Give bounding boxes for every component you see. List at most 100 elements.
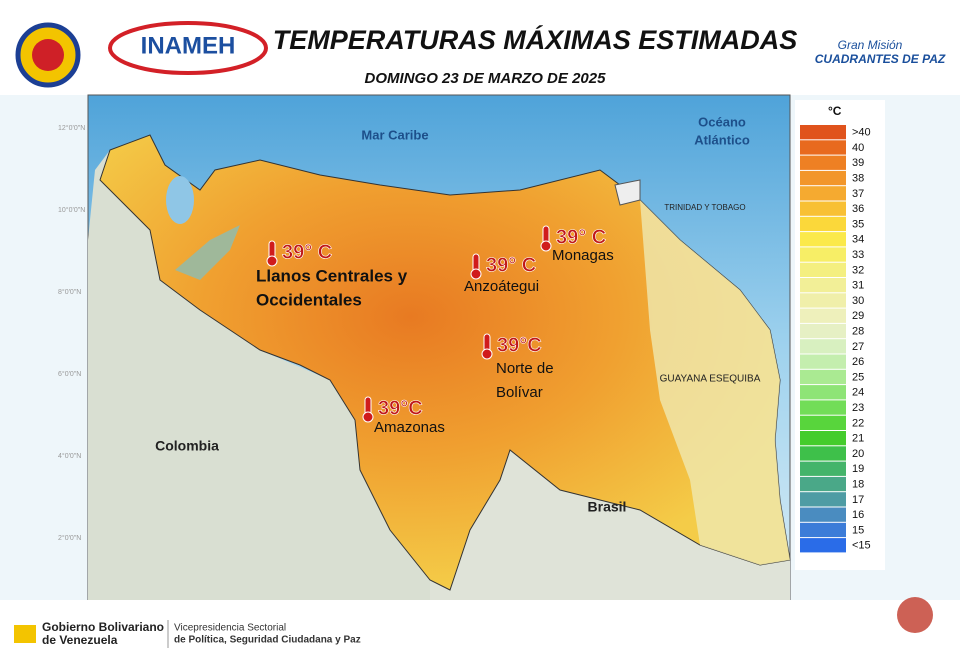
legend-swatch: [800, 262, 846, 277]
vice-line2: de Política, Seguridad Ciudadana y Paz: [174, 635, 361, 646]
latitude-label: 2°0'0"N: [58, 534, 81, 542]
legend-label: 28: [852, 325, 864, 337]
legend-label: 23: [852, 402, 864, 414]
legend-label: 34: [852, 234, 864, 246]
legend-swatch: [800, 170, 846, 186]
legend-label: 22: [852, 417, 864, 429]
latitude-label: 4°0'0"N: [58, 452, 81, 460]
legend-swatch: [800, 400, 846, 415]
thermometer-bulb: [470, 268, 482, 280]
legend-swatch: [800, 247, 846, 262]
legend-swatch: [800, 538, 846, 553]
legend-swatch: [800, 186, 846, 201]
region-temperature: 39° C: [556, 226, 606, 248]
legend-label: 39: [852, 157, 864, 169]
legend-swatch: [800, 155, 846, 170]
legend-label: 32: [852, 264, 864, 276]
latitude-label: 6°0'0"N: [58, 370, 81, 378]
lake-maracaibo: [166, 176, 194, 224]
place-labels: Mar Caribe Océano Atlántico Colombia Brasil G…: [155, 114, 761, 514]
legend-label: 16: [852, 509, 864, 521]
legend-swatch: [800, 308, 846, 323]
legend-swatch: [800, 232, 846, 247]
legend-label: 30: [852, 295, 864, 307]
legend-swatch: [800, 140, 846, 155]
legend: >40 40 39 38 37 36 35 34 33 32 31 30 29 28 27 26 25 24 23 2…: [800, 125, 871, 553]
legend-label: 37: [852, 188, 864, 200]
legend-label: 15: [852, 524, 864, 536]
region-name: Llanos Centrales y: [256, 266, 408, 285]
region-name: Norte de: [496, 360, 554, 377]
legend-swatch: [800, 446, 846, 461]
legend-label: 27: [852, 341, 864, 353]
legend-label: 31: [852, 280, 864, 292]
legend-swatch: [800, 476, 846, 492]
thermometer-bulb: [266, 255, 278, 267]
gov-line1: Gobierno Bolivariano: [42, 620, 164, 634]
legend-swatch: [800, 339, 846, 354]
brazil-land: [360, 450, 790, 600]
mission-name: CUADRANTES DE PAZ: [815, 52, 946, 66]
legend-label: 26: [852, 356, 864, 368]
latitude-label: 10°0'0"N: [58, 206, 85, 214]
anniversary-logo: [897, 597, 933, 633]
legend-swatch: [800, 216, 846, 232]
legend-label: 20: [852, 448, 864, 460]
place-label: Mar Caribe: [361, 127, 428, 142]
title: TEMPERATURAS MÁXIMAS ESTIMADAS: [273, 24, 798, 55]
legend-label: >40: [852, 127, 871, 139]
region-temperature: 39°C: [497, 334, 542, 356]
legend-swatch: [800, 323, 846, 339]
legend-swatch: [800, 278, 846, 293]
legend-label: 38: [852, 172, 864, 184]
thermometer-bulb: [481, 348, 493, 360]
legend-label: 17: [852, 494, 864, 506]
legend-label: 36: [852, 203, 864, 215]
place-label: TRINIDAD Y TOBAGO: [664, 203, 745, 212]
latitude-label: 8°0'0"N: [58, 288, 81, 296]
place-label: Atlántico: [694, 132, 750, 147]
legend-swatch: [800, 201, 846, 216]
legend-swatch: [800, 385, 846, 400]
legend-swatch: [800, 461, 846, 476]
trinidad: [614, 179, 641, 206]
region-temperature: 39° C: [282, 241, 332, 263]
place-label: Colombia: [155, 438, 219, 454]
legend-swatch: [800, 293, 846, 308]
latitude-labels: 12°0'0"N 10°0'0"N 8°0'0"N 6°0'0"N 4°0'0"N 2°0…: [58, 124, 85, 542]
legend-label: 29: [852, 310, 864, 322]
legend-label: 24: [852, 387, 864, 399]
region-name: Bolívar: [496, 384, 543, 401]
thermometer-bulb: [540, 240, 552, 252]
region-labels: 39° C Llanos Centrales y Occidentales 39° C…: [256, 225, 614, 436]
legend-label: 25: [852, 371, 864, 383]
legend-label: 33: [852, 249, 864, 261]
place-label: Océano: [698, 114, 746, 129]
legend-swatch: [800, 492, 846, 507]
region-name: Amazonas: [374, 419, 445, 436]
guayana-esequiba: [640, 200, 790, 565]
legend-swatch: [800, 431, 846, 446]
legend-label: <15: [852, 540, 871, 552]
andes: [175, 225, 240, 280]
thermometer-bulb: [362, 411, 374, 423]
colombia-land: [88, 135, 430, 600]
region-name: Anzoátegui: [464, 278, 539, 295]
legend-label: 18: [852, 478, 864, 490]
legend-swatch: [800, 507, 846, 522]
legend-unit: °C: [828, 104, 842, 118]
legend-label: 19: [852, 463, 864, 475]
flag-icon: [14, 625, 36, 643]
legend-swatch: [800, 354, 846, 369]
place-label: GUAYANA ESEQUIBA: [660, 374, 761, 385]
inameh-logo: [108, 21, 268, 75]
legend-swatch: [800, 522, 846, 538]
legend-swatch: [800, 369, 846, 385]
legend-swatch: [800, 125, 846, 140]
agency-name: INAMEH: [141, 32, 236, 59]
region-name: Occidentales: [256, 290, 362, 309]
place-label: Brasil: [588, 499, 627, 515]
coat-of-arms-center: [32, 39, 64, 71]
latitude-label: 12°0'0"N: [58, 124, 85, 132]
